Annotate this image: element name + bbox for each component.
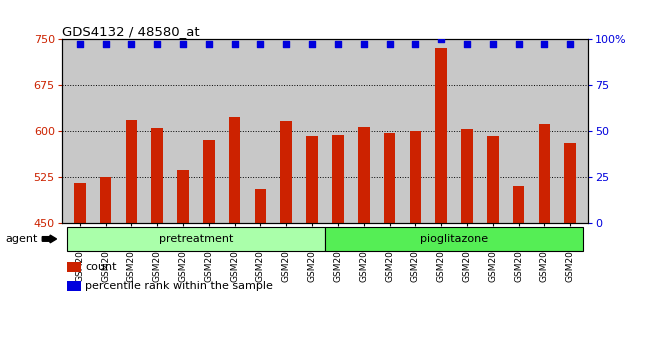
Text: count: count — [85, 262, 116, 272]
Point — [436, 36, 447, 42]
Point — [152, 42, 162, 47]
Bar — [564, 143, 576, 223]
Bar — [100, 177, 111, 223]
Point — [462, 42, 472, 47]
Point — [565, 42, 575, 47]
Bar — [255, 189, 266, 223]
Bar — [436, 48, 447, 223]
Point — [126, 42, 136, 47]
Text: pretreatment: pretreatment — [159, 234, 233, 244]
Text: pioglitazone: pioglitazone — [420, 234, 488, 244]
Point — [75, 42, 85, 47]
Point — [333, 42, 343, 47]
Point — [281, 42, 291, 47]
Bar — [74, 183, 86, 223]
Point — [410, 42, 421, 47]
Text: agent: agent — [5, 234, 38, 244]
Point — [229, 42, 240, 47]
Bar — [306, 136, 318, 223]
Text: GDS4132 / 48580_at: GDS4132 / 48580_at — [62, 25, 200, 38]
Point — [514, 42, 524, 47]
Bar — [203, 140, 215, 223]
Bar — [358, 127, 369, 223]
Bar — [281, 121, 292, 223]
Point — [178, 42, 188, 47]
Point — [255, 42, 266, 47]
Point — [359, 42, 369, 47]
Point — [540, 42, 550, 47]
Point — [384, 42, 395, 47]
Bar — [332, 135, 344, 223]
Bar — [487, 136, 499, 223]
Bar — [125, 120, 137, 223]
Bar — [410, 131, 421, 223]
Point — [307, 42, 317, 47]
Point — [488, 42, 498, 47]
Bar — [229, 118, 240, 223]
Point — [100, 42, 110, 47]
Point — [203, 42, 214, 47]
Bar — [384, 133, 395, 223]
Bar — [461, 129, 473, 223]
Bar — [151, 128, 163, 223]
Bar — [539, 124, 550, 223]
Bar — [177, 170, 189, 223]
Text: percentile rank within the sample: percentile rank within the sample — [85, 281, 273, 291]
Bar — [513, 186, 525, 223]
